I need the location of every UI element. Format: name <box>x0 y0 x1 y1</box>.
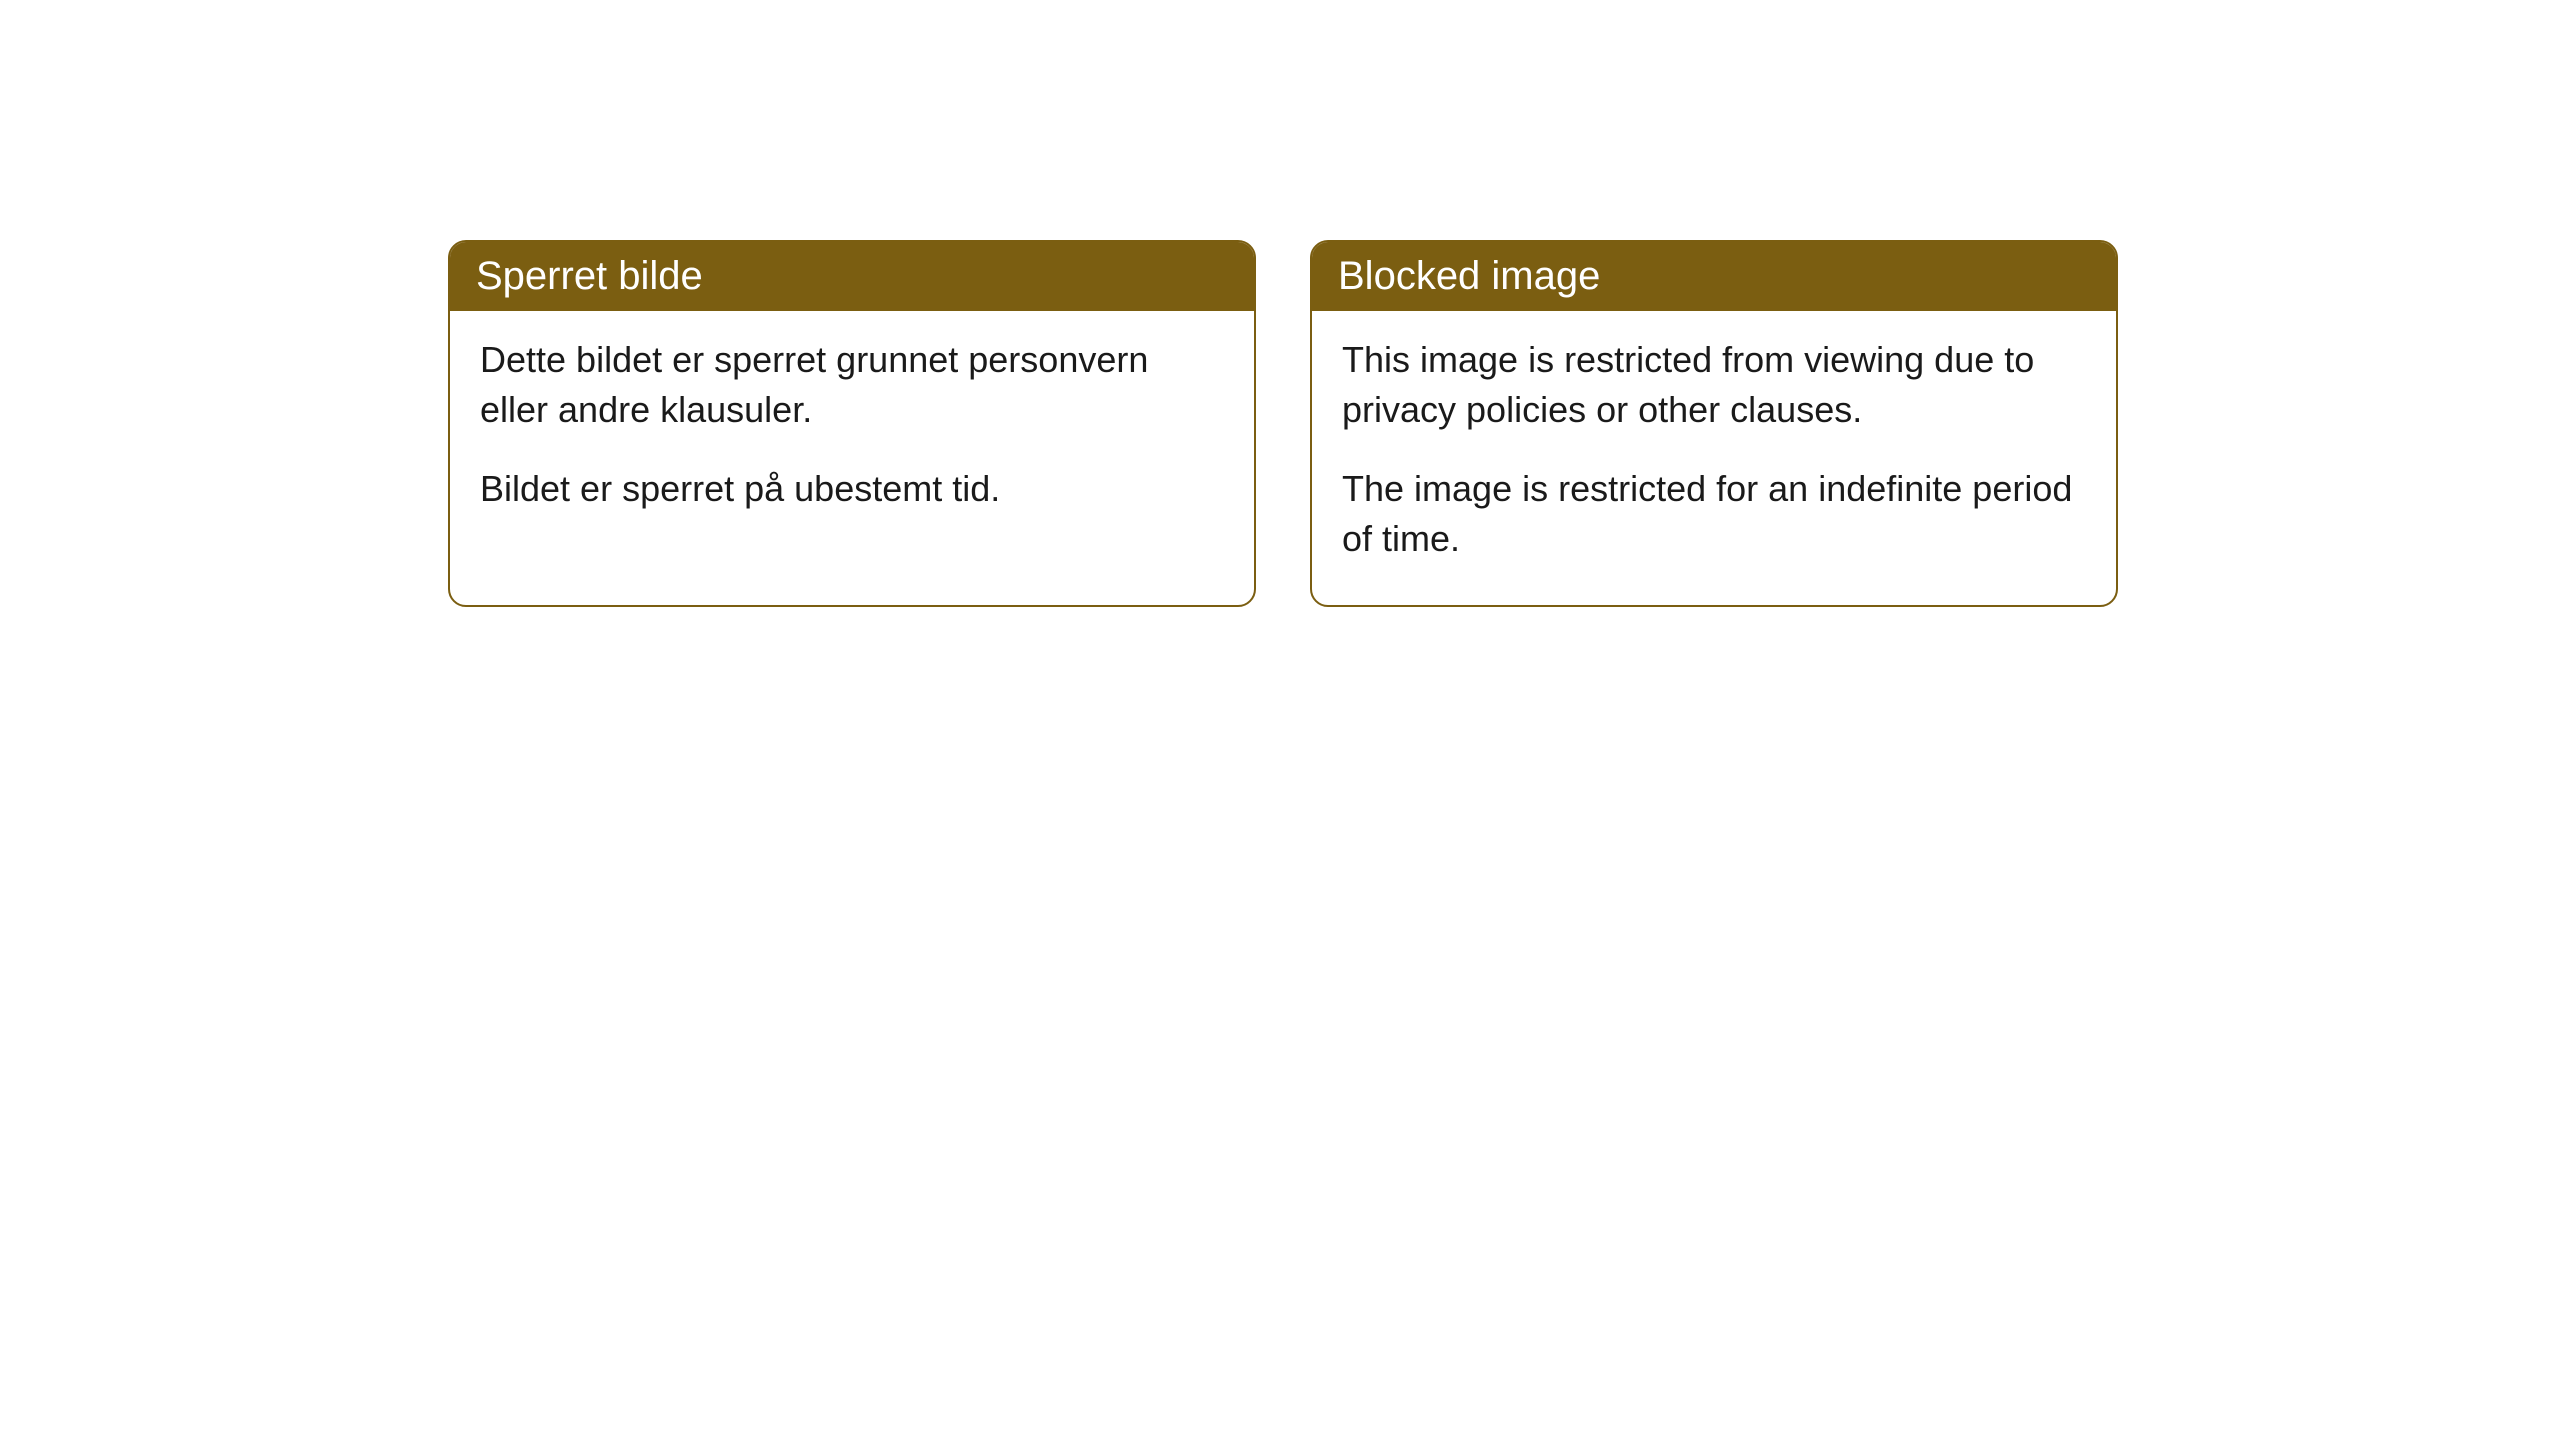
notice-cards-container: Sperret bilde Dette bildet er sperret gr… <box>448 240 2118 607</box>
notice-card-norwegian: Sperret bilde Dette bildet er sperret gr… <box>448 240 1256 607</box>
card-body: This image is restricted from viewing du… <box>1312 311 2116 605</box>
card-header: Blocked image <box>1312 242 2116 311</box>
card-body: Dette bildet er sperret grunnet personve… <box>450 311 1254 554</box>
card-title: Blocked image <box>1338 254 1600 298</box>
card-title: Sperret bilde <box>476 254 703 298</box>
card-paragraph: This image is restricted from viewing du… <box>1342 335 2086 436</box>
card-header: Sperret bilde <box>450 242 1254 311</box>
card-paragraph: The image is restricted for an indefinit… <box>1342 464 2086 565</box>
card-paragraph: Bildet er sperret på ubestemt tid. <box>480 464 1224 514</box>
card-paragraph: Dette bildet er sperret grunnet personve… <box>480 335 1224 436</box>
notice-card-english: Blocked image This image is restricted f… <box>1310 240 2118 607</box>
